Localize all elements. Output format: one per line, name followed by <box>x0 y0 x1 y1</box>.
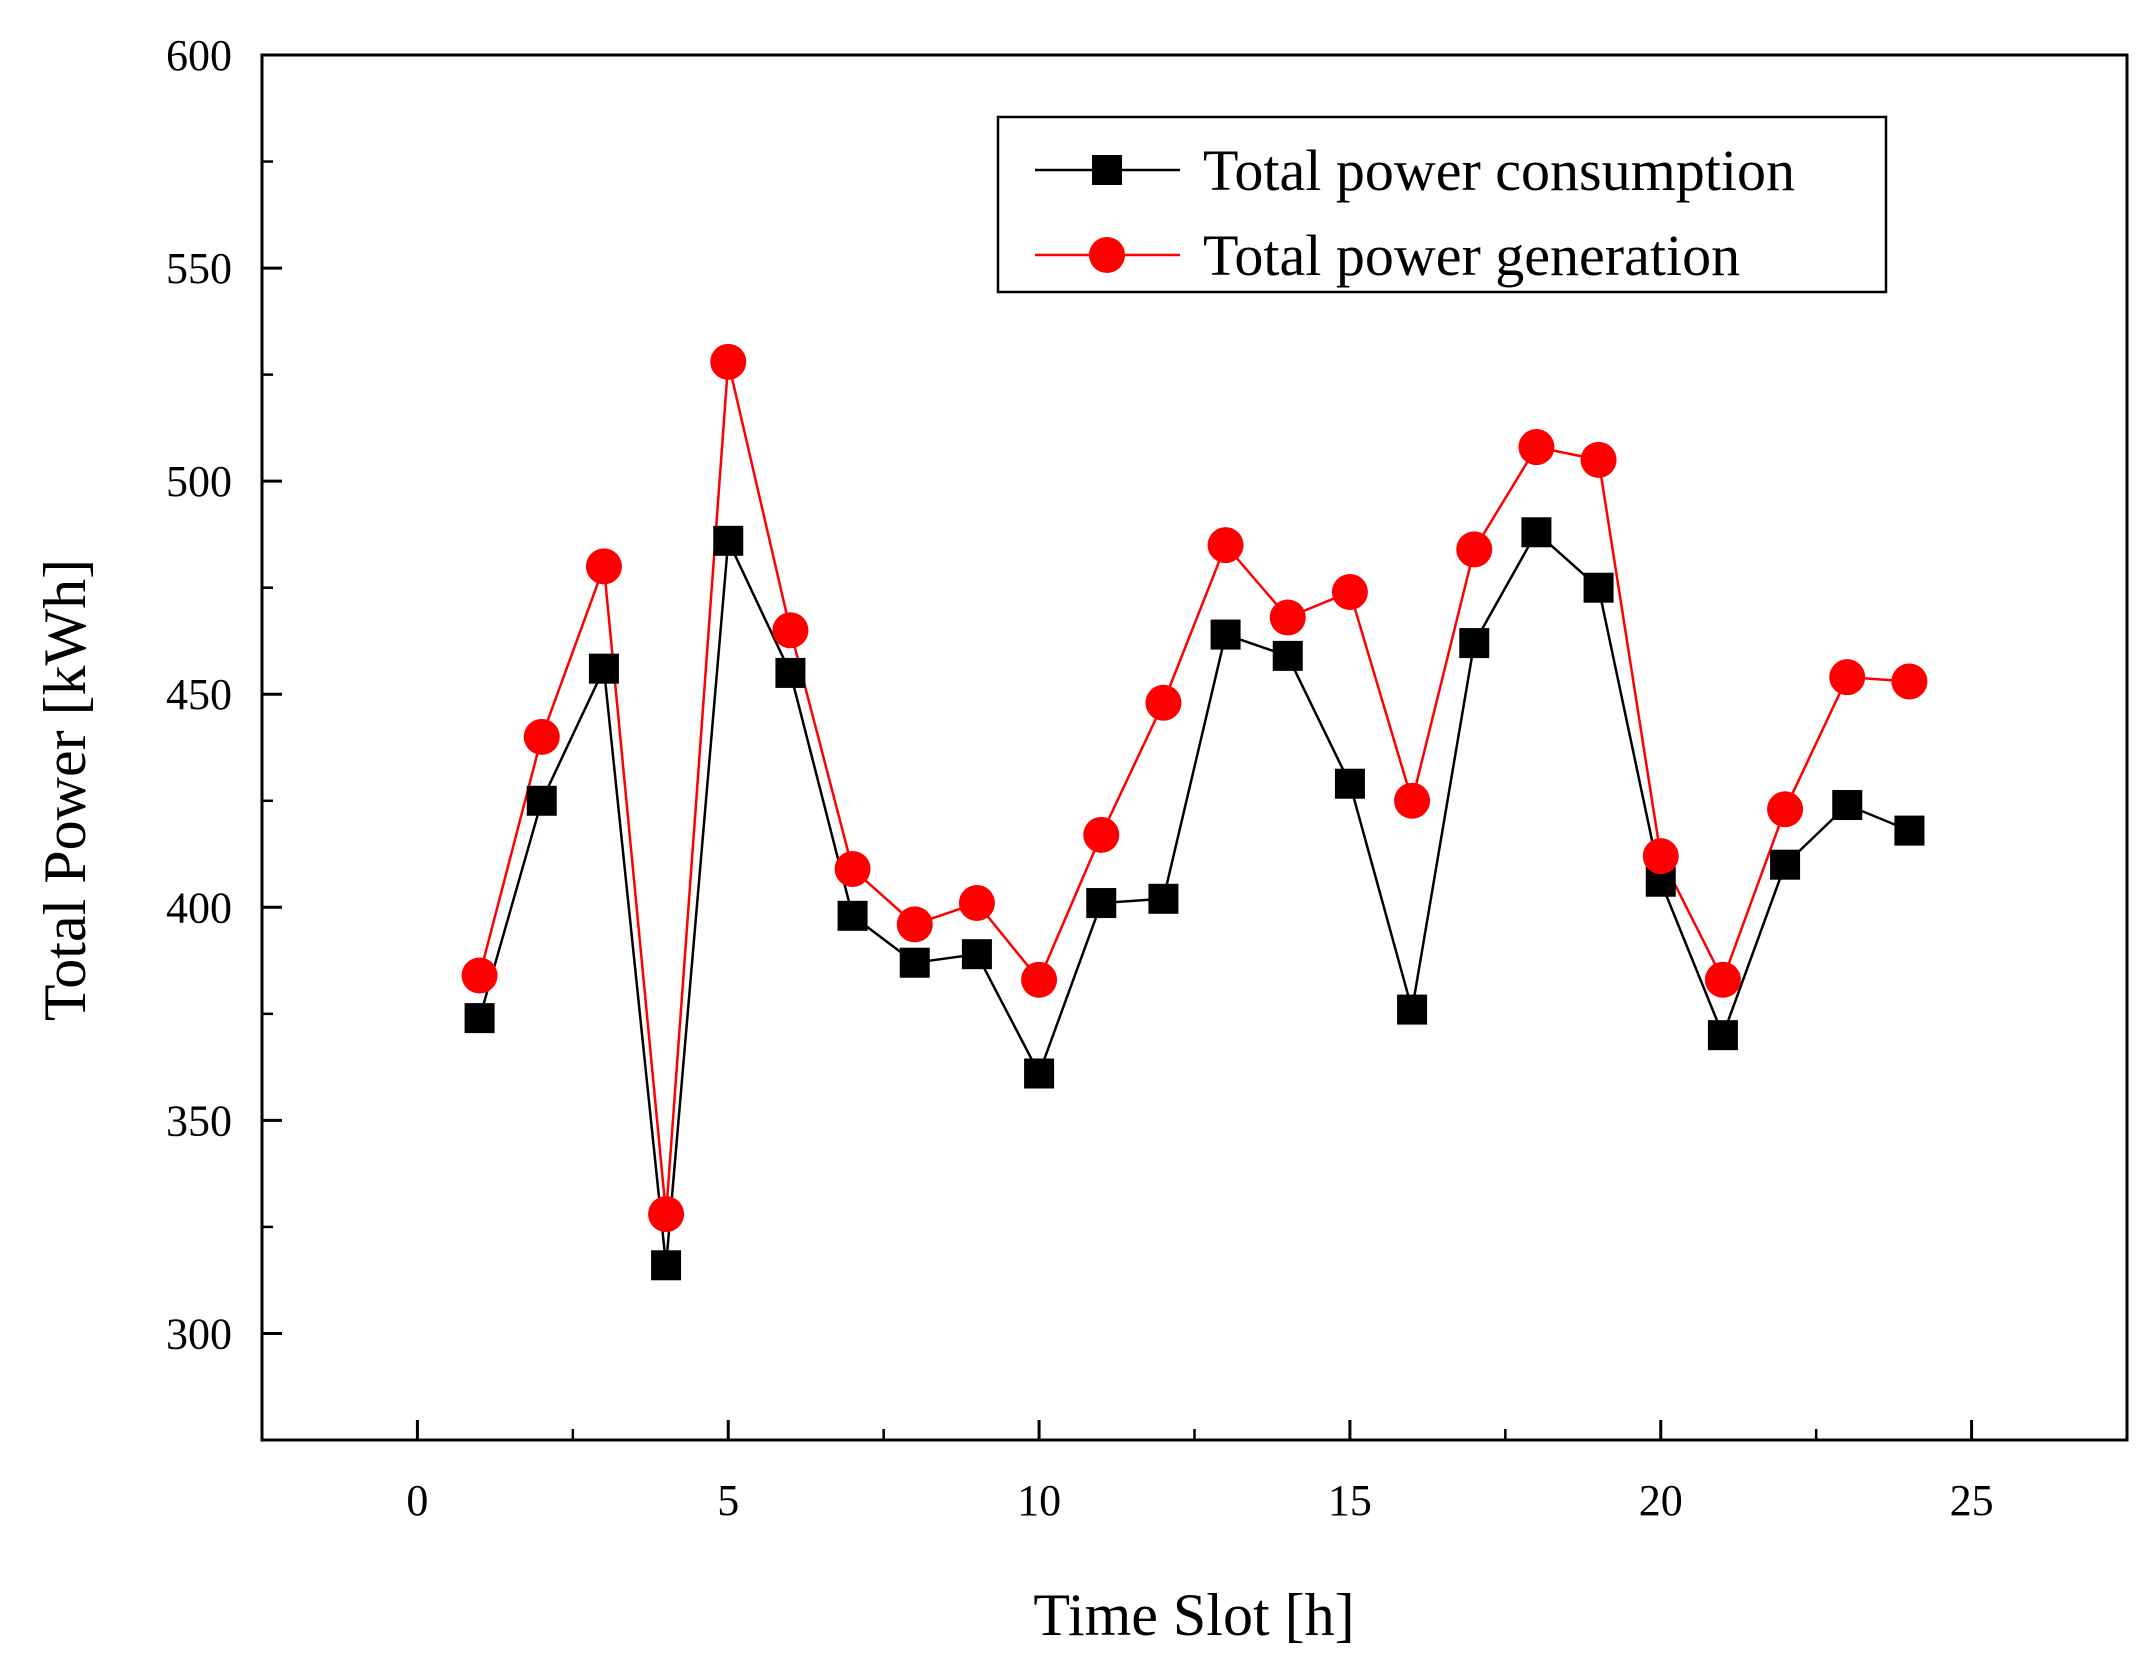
consumption-point <box>1459 628 1490 659</box>
legend-marker-generation <box>1089 237 1125 273</box>
consumption-point <box>1583 572 1614 603</box>
legend-label-consumption: Total power consumption <box>1203 138 1795 203</box>
generation-point <box>1394 782 1431 819</box>
generation-point <box>1145 684 1182 721</box>
generation-point <box>648 1196 685 1233</box>
consumption-point <box>1397 994 1428 1025</box>
generation-point <box>1891 663 1928 700</box>
generation-point <box>834 850 871 887</box>
x-axis: 0 5 10 15 20 25 <box>260 1420 2129 1525</box>
y-tick-label: 300 <box>166 1309 232 1358</box>
x-tick-label: 25 <box>1950 1476 1994 1525</box>
y-axis-title: Total Power [kWh] <box>32 559 98 1021</box>
generation-point <box>523 718 560 755</box>
generation-point <box>1331 573 1368 610</box>
consumption-point <box>464 1003 495 1034</box>
y-axis: 300 350 400 450 500 550 600 <box>166 31 282 1442</box>
x-tick-label: 15 <box>1328 1476 1372 1525</box>
y-tick-label: 600 <box>166 31 232 80</box>
consumption-point <box>1832 790 1863 821</box>
generation-point <box>1083 816 1120 853</box>
consumption-point <box>1770 849 1801 880</box>
legend-box <box>996 115 1888 294</box>
generation-point <box>585 548 622 585</box>
consumption-point <box>775 657 806 688</box>
series-line-0 <box>478 530 1910 1266</box>
x-tick-label: 0 <box>406 1476 428 1525</box>
x-tick-label: 20 <box>1639 1476 1683 1525</box>
x-axis-title: Time Slot [h] <box>1033 1582 1354 1648</box>
y-tick-label: 500 <box>166 457 232 506</box>
consumption-point <box>713 525 744 556</box>
consumption-point <box>1707 1020 1738 1051</box>
consumption-point <box>1521 517 1552 548</box>
consumption-point <box>588 653 619 684</box>
consumption-point <box>1272 640 1303 671</box>
generation-point <box>1829 659 1866 696</box>
y-tick-label: 450 <box>166 670 232 719</box>
consumption-point <box>1894 815 1925 846</box>
legend-marker-consumption <box>1092 155 1122 185</box>
consumption-point <box>651 1250 682 1281</box>
generation-point <box>1642 838 1679 875</box>
consumption-point <box>899 947 930 978</box>
consumption-point <box>526 785 557 816</box>
generation-point <box>1269 599 1306 636</box>
series-layer <box>461 343 1928 1281</box>
consumption-point <box>1024 1058 1055 1089</box>
generation-point <box>958 885 995 922</box>
legend-label-generation: Total power generation <box>1203 223 1740 288</box>
x-tick-label: 10 <box>1017 1476 1061 1525</box>
y-tick-label: 350 <box>166 1096 232 1145</box>
generation-point <box>772 612 809 649</box>
generation-point <box>1767 791 1804 828</box>
consumption-point <box>837 900 868 931</box>
generation-point <box>461 957 498 994</box>
generation-point <box>1704 961 1741 998</box>
generation-point <box>1456 531 1493 568</box>
legend: Total power consumption Total power gene… <box>996 115 1888 294</box>
consumption-point <box>1086 888 1117 919</box>
generation-point <box>896 906 933 943</box>
generation-point <box>1580 441 1617 478</box>
y-tick-label: 400 <box>166 883 232 932</box>
generation-point <box>710 343 747 380</box>
generation-point <box>1207 527 1244 564</box>
x-tick-label: 5 <box>717 1476 739 1525</box>
consumption-point <box>1334 768 1365 799</box>
y-tick-label: 550 <box>166 244 232 293</box>
consumption-point <box>1148 883 1179 914</box>
consumption-point <box>1210 619 1241 650</box>
generation-point <box>1518 429 1555 466</box>
series-line-1 <box>478 361 1910 1215</box>
consumption-point <box>961 939 992 970</box>
generation-point <box>1021 961 1058 998</box>
